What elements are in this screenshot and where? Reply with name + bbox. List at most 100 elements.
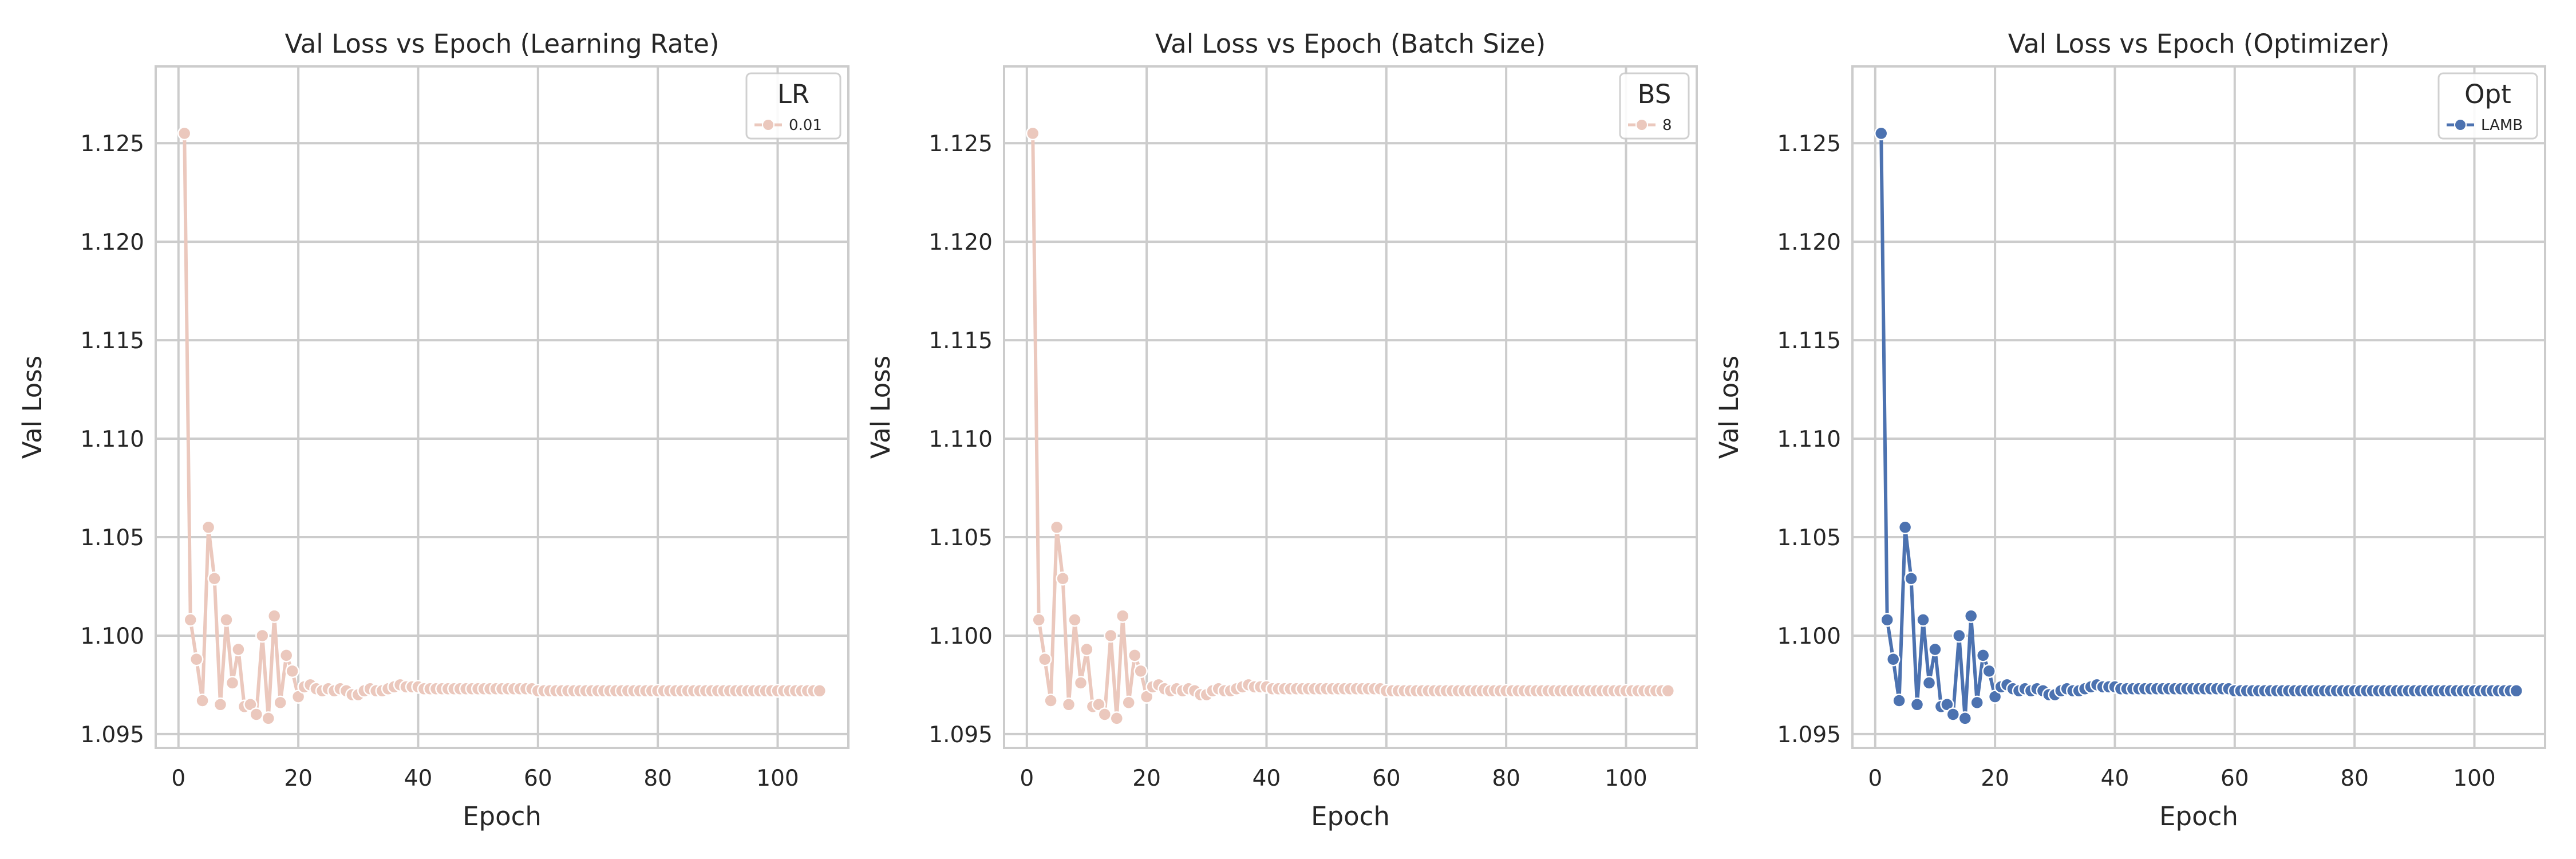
data-point <box>1904 571 1918 586</box>
y-axis-label: Val Loss <box>1714 356 1744 459</box>
data-point <box>1946 707 1961 722</box>
data-point <box>219 613 234 627</box>
x-tick-label: 80 <box>1492 766 1520 791</box>
legend-label: 8 <box>1662 117 1672 134</box>
data-point <box>812 684 827 698</box>
x-tick-label: 0 <box>1020 766 1034 791</box>
chart-panel-1: 0 20 40 60 80 100 1.095 1.100 1.105 1.110 1.115 1.1… <box>17 29 850 832</box>
data-point <box>195 693 210 708</box>
data-point <box>1109 711 1124 726</box>
data-point <box>1928 642 1942 657</box>
data-point <box>1056 571 1070 586</box>
x-axis-label: Epoch <box>1311 801 1390 832</box>
data-point <box>1976 648 1990 663</box>
data-point <box>285 664 299 679</box>
data-point <box>1044 693 1058 708</box>
data-point <box>231 642 246 657</box>
data-point <box>201 520 216 535</box>
chart-panel-3: 0 20 40 60 80 100 1.095 1.100 1.105 1.110 1.115 1.1… <box>1714 29 2546 832</box>
legend-label: LAMB <box>2481 117 2523 134</box>
legend: BS 8 <box>1619 72 1690 140</box>
data-point <box>207 571 222 586</box>
chart-title: Val Loss vs Epoch (Learning Rate) <box>285 29 719 59</box>
data-point <box>1061 698 1076 712</box>
chart-panel-2: 0 20 40 60 80 100 1.095 1.100 1.105 1.110 1.115 1.1… <box>866 29 1698 832</box>
x-tick-label: 60 <box>1372 766 1401 791</box>
data-point <box>1958 711 1973 726</box>
x-tick-label: 60 <box>524 766 552 791</box>
axes-frame <box>155 65 850 749</box>
data-point <box>1661 684 1676 698</box>
x-tick-label: 0 <box>1868 766 1882 791</box>
x-axis-label: Epoch <box>463 801 542 832</box>
data-point <box>1916 613 1930 627</box>
data-point <box>1097 707 1112 722</box>
x-tick-label: 0 <box>171 766 185 791</box>
data-point <box>1025 126 1040 141</box>
chart-title: Val Loss vs Epoch (Optimizer) <box>2008 29 2390 59</box>
x-tick-label: 20 <box>1132 766 1161 791</box>
data-point <box>1874 126 1888 141</box>
y-tick-label: 1.115 <box>929 328 993 354</box>
data-point <box>1952 628 1966 643</box>
data-point <box>1133 664 1148 679</box>
y-tick-label: 1.105 <box>929 525 993 551</box>
y-tick-label: 1.095 <box>1777 722 1841 748</box>
y-tick-label: 1.100 <box>80 624 144 649</box>
data-point <box>1068 613 1082 627</box>
data-point <box>261 711 276 726</box>
x-tick-label: 40 <box>404 766 433 791</box>
y-tick-label: 1.110 <box>80 427 144 452</box>
y-tick-label: 1.115 <box>1777 328 1841 354</box>
data-point <box>177 126 192 141</box>
x-tick-label: 100 <box>1605 766 1647 791</box>
legend-swatch-marker <box>1635 119 1648 131</box>
y-tick-label: 1.120 <box>80 230 144 255</box>
y-tick-label: 1.105 <box>1777 525 1841 551</box>
y-tick-label: 1.125 <box>1777 131 1841 157</box>
data-point <box>225 676 240 690</box>
x-tick-label: 60 <box>2221 766 2249 791</box>
data-point <box>1073 676 1088 690</box>
x-tick-label: 20 <box>1981 766 2009 791</box>
legend-label: 0.01 <box>789 117 822 134</box>
y-axis-label: Val Loss <box>866 356 896 459</box>
legend: LR 0.01 <box>745 72 841 140</box>
y-tick-label: 1.095 <box>929 722 993 748</box>
y-tick-label: 1.105 <box>80 525 144 551</box>
data-point <box>1032 613 1046 627</box>
data-point <box>255 628 270 643</box>
data-point <box>1049 520 1064 535</box>
data-point <box>1963 609 1978 623</box>
chart-title: Val Loss vs Epoch (Batch Size) <box>1155 29 1546 59</box>
y-tick-label: 1.120 <box>929 230 993 255</box>
data-point <box>1892 693 1906 708</box>
x-tick-label: 20 <box>284 766 313 791</box>
data-point <box>1970 695 1984 710</box>
data-point <box>1880 613 1894 627</box>
axes-frame <box>1851 65 2546 749</box>
x-tick-label: 80 <box>643 766 672 791</box>
legend-title: Opt <box>2464 79 2511 109</box>
data-point <box>1127 648 1142 663</box>
data-point <box>1910 698 1925 712</box>
plot-area <box>1852 66 2545 748</box>
x-tick-label: 40 <box>1253 766 1281 791</box>
x-tick-label: 100 <box>756 766 799 791</box>
data-point <box>1886 652 1901 667</box>
data-point <box>267 609 282 623</box>
plot-area <box>156 66 848 748</box>
data-point <box>1080 642 1094 657</box>
y-tick-label: 1.100 <box>929 624 993 649</box>
data-point <box>2509 684 2524 698</box>
legend-title: BS <box>1638 79 1672 109</box>
y-tick-label: 1.100 <box>1777 624 1841 649</box>
data-point <box>189 652 204 667</box>
data-point <box>249 707 264 722</box>
y-tick-label: 1.125 <box>929 131 993 157</box>
axes-frame <box>1003 65 1698 749</box>
y-tick-label: 1.110 <box>1777 427 1841 452</box>
data-point <box>1115 609 1130 623</box>
x-tick-label: 100 <box>2453 766 2495 791</box>
plot-area <box>1004 66 1697 748</box>
